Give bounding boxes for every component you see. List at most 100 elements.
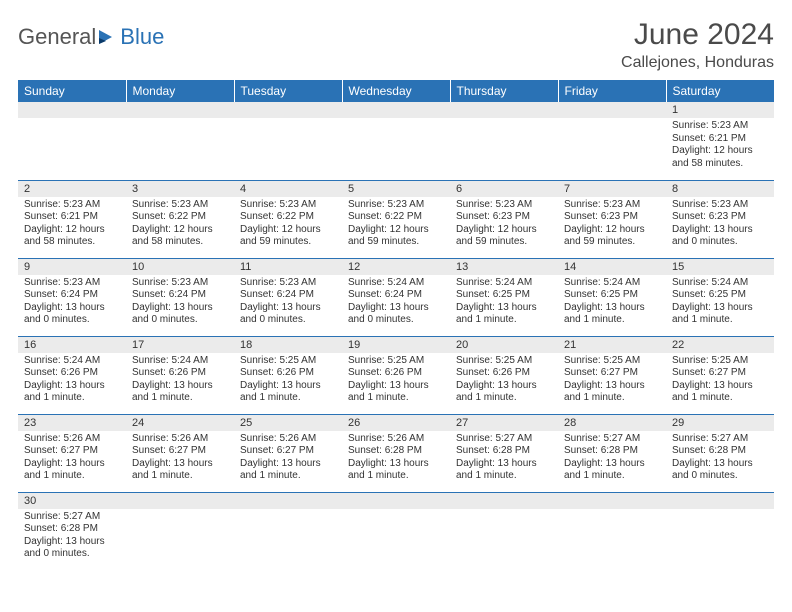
calendar-day-cell: 7Sunrise: 5:23 AMSunset: 6:23 PMDaylight… xyxy=(558,180,666,258)
calendar-day-cell: 6Sunrise: 5:23 AMSunset: 6:23 PMDaylight… xyxy=(450,180,558,258)
sunset-text: Sunset: 6:28 PM xyxy=(348,445,444,458)
day-number: 9 xyxy=(18,259,126,275)
sunset-text: Sunset: 6:28 PM xyxy=(456,445,552,458)
daylight-text: Daylight: 12 hours and 59 minutes. xyxy=(240,224,336,249)
weekday-header: Monday xyxy=(126,80,234,102)
calendar-day-cell: 1Sunrise: 5:23 AMSunset: 6:21 PMDaylight… xyxy=(666,102,774,180)
day-number: 22 xyxy=(666,337,774,353)
calendar-day-cell: 18Sunrise: 5:25 AMSunset: 6:26 PMDayligh… xyxy=(234,336,342,414)
day-data xyxy=(450,509,558,515)
day-data: Sunrise: 5:23 AMSunset: 6:22 PMDaylight:… xyxy=(234,197,342,253)
calendar-week-row: 1Sunrise: 5:23 AMSunset: 6:21 PMDaylight… xyxy=(18,102,774,180)
day-data: Sunrise: 5:24 AMSunset: 6:25 PMDaylight:… xyxy=(450,275,558,331)
calendar-day-cell: 4Sunrise: 5:23 AMSunset: 6:22 PMDaylight… xyxy=(234,180,342,258)
sunset-text: Sunset: 6:25 PM xyxy=(456,289,552,302)
day-number: 6 xyxy=(450,181,558,197)
sunrise-text: Sunrise: 5:24 AM xyxy=(132,355,228,368)
sunrise-text: Sunrise: 5:27 AM xyxy=(456,433,552,446)
calendar-day-cell: 17Sunrise: 5:24 AMSunset: 6:26 PMDayligh… xyxy=(126,336,234,414)
day-data: Sunrise: 5:25 AMSunset: 6:27 PMDaylight:… xyxy=(558,353,666,409)
calendar-day-cell: 3Sunrise: 5:23 AMSunset: 6:22 PMDaylight… xyxy=(126,180,234,258)
weekday-header: Wednesday xyxy=(342,80,450,102)
day-number: 12 xyxy=(342,259,450,275)
weekday-header-row: Sunday Monday Tuesday Wednesday Thursday… xyxy=(18,80,774,102)
day-number: 18 xyxy=(234,337,342,353)
day-number: 19 xyxy=(342,337,450,353)
day-number: 26 xyxy=(342,415,450,431)
day-number: 10 xyxy=(126,259,234,275)
sunrise-text: Sunrise: 5:23 AM xyxy=(24,277,120,290)
day-number xyxy=(342,493,450,509)
daylight-text: Daylight: 12 hours and 59 minutes. xyxy=(348,224,444,249)
weekday-header: Sunday xyxy=(18,80,126,102)
sunrise-text: Sunrise: 5:26 AM xyxy=(240,433,336,446)
sunset-text: Sunset: 6:25 PM xyxy=(672,289,768,302)
sunrise-text: Sunrise: 5:23 AM xyxy=(24,199,120,212)
calendar-day-cell: 12Sunrise: 5:24 AMSunset: 6:24 PMDayligh… xyxy=(342,258,450,336)
day-number xyxy=(234,102,342,118)
calendar-day-cell: 27Sunrise: 5:27 AMSunset: 6:28 PMDayligh… xyxy=(450,414,558,492)
day-data: Sunrise: 5:26 AMSunset: 6:28 PMDaylight:… xyxy=(342,431,450,487)
sunrise-text: Sunrise: 5:27 AM xyxy=(24,511,120,524)
day-number: 27 xyxy=(450,415,558,431)
day-number: 16 xyxy=(18,337,126,353)
day-number: 17 xyxy=(126,337,234,353)
weekday-header: Thursday xyxy=(450,80,558,102)
calendar-day-cell xyxy=(126,492,234,570)
sunset-text: Sunset: 6:26 PM xyxy=(348,367,444,380)
sunrise-text: Sunrise: 5:25 AM xyxy=(564,355,660,368)
day-number xyxy=(450,102,558,118)
day-data: Sunrise: 5:23 AMSunset: 6:22 PMDaylight:… xyxy=(126,197,234,253)
calendar-day-cell: 29Sunrise: 5:27 AMSunset: 6:28 PMDayligh… xyxy=(666,414,774,492)
sunset-text: Sunset: 6:26 PM xyxy=(132,367,228,380)
sunrise-text: Sunrise: 5:23 AM xyxy=(132,277,228,290)
sunrise-text: Sunrise: 5:26 AM xyxy=(348,433,444,446)
logo-text-2: Blue xyxy=(120,24,164,50)
sunrise-text: Sunrise: 5:23 AM xyxy=(240,199,336,212)
calendar-day-cell xyxy=(558,102,666,180)
calendar-day-cell xyxy=(666,492,774,570)
day-data: Sunrise: 5:27 AMSunset: 6:28 PMDaylight:… xyxy=(18,509,126,565)
day-data: Sunrise: 5:23 AMSunset: 6:23 PMDaylight:… xyxy=(450,197,558,253)
day-data: Sunrise: 5:23 AMSunset: 6:24 PMDaylight:… xyxy=(126,275,234,331)
day-number: 23 xyxy=(18,415,126,431)
sunset-text: Sunset: 6:21 PM xyxy=(672,133,768,146)
sunset-text: Sunset: 6:27 PM xyxy=(132,445,228,458)
weekday-header: Tuesday xyxy=(234,80,342,102)
daylight-text: Daylight: 13 hours and 0 minutes. xyxy=(348,302,444,327)
calendar-week-row: 9Sunrise: 5:23 AMSunset: 6:24 PMDaylight… xyxy=(18,258,774,336)
day-data: Sunrise: 5:23 AMSunset: 6:21 PMDaylight:… xyxy=(666,118,774,174)
day-data: Sunrise: 5:25 AMSunset: 6:27 PMDaylight:… xyxy=(666,353,774,409)
day-number: 1 xyxy=(666,102,774,118)
calendar-day-cell: 25Sunrise: 5:26 AMSunset: 6:27 PMDayligh… xyxy=(234,414,342,492)
sunset-text: Sunset: 6:23 PM xyxy=(672,211,768,224)
day-number xyxy=(18,102,126,118)
sunset-text: Sunset: 6:22 PM xyxy=(348,211,444,224)
sunset-text: Sunset: 6:28 PM xyxy=(24,523,120,536)
sunrise-text: Sunrise: 5:24 AM xyxy=(564,277,660,290)
day-number xyxy=(558,102,666,118)
sunset-text: Sunset: 6:27 PM xyxy=(564,367,660,380)
calendar-day-cell: 21Sunrise: 5:25 AMSunset: 6:27 PMDayligh… xyxy=(558,336,666,414)
weekday-header: Saturday xyxy=(666,80,774,102)
day-number xyxy=(126,493,234,509)
daylight-text: Daylight: 13 hours and 1 minute. xyxy=(672,380,768,405)
calendar-day-cell: 16Sunrise: 5:24 AMSunset: 6:26 PMDayligh… xyxy=(18,336,126,414)
day-data xyxy=(234,118,342,124)
sunrise-text: Sunrise: 5:23 AM xyxy=(132,199,228,212)
calendar-day-cell: 14Sunrise: 5:24 AMSunset: 6:25 PMDayligh… xyxy=(558,258,666,336)
day-number: 7 xyxy=(558,181,666,197)
sunset-text: Sunset: 6:26 PM xyxy=(24,367,120,380)
sunset-text: Sunset: 6:26 PM xyxy=(456,367,552,380)
daylight-text: Daylight: 13 hours and 0 minutes. xyxy=(672,224,768,249)
header: General Blue June 2024 Callejones, Hondu… xyxy=(18,18,774,72)
day-data: Sunrise: 5:23 AMSunset: 6:22 PMDaylight:… xyxy=(342,197,450,253)
sunset-text: Sunset: 6:22 PM xyxy=(240,211,336,224)
day-number: 21 xyxy=(558,337,666,353)
day-data xyxy=(126,118,234,124)
day-data xyxy=(18,118,126,124)
day-data: Sunrise: 5:25 AMSunset: 6:26 PMDaylight:… xyxy=(234,353,342,409)
day-number: 11 xyxy=(234,259,342,275)
weekday-header: Friday xyxy=(558,80,666,102)
day-number: 13 xyxy=(450,259,558,275)
